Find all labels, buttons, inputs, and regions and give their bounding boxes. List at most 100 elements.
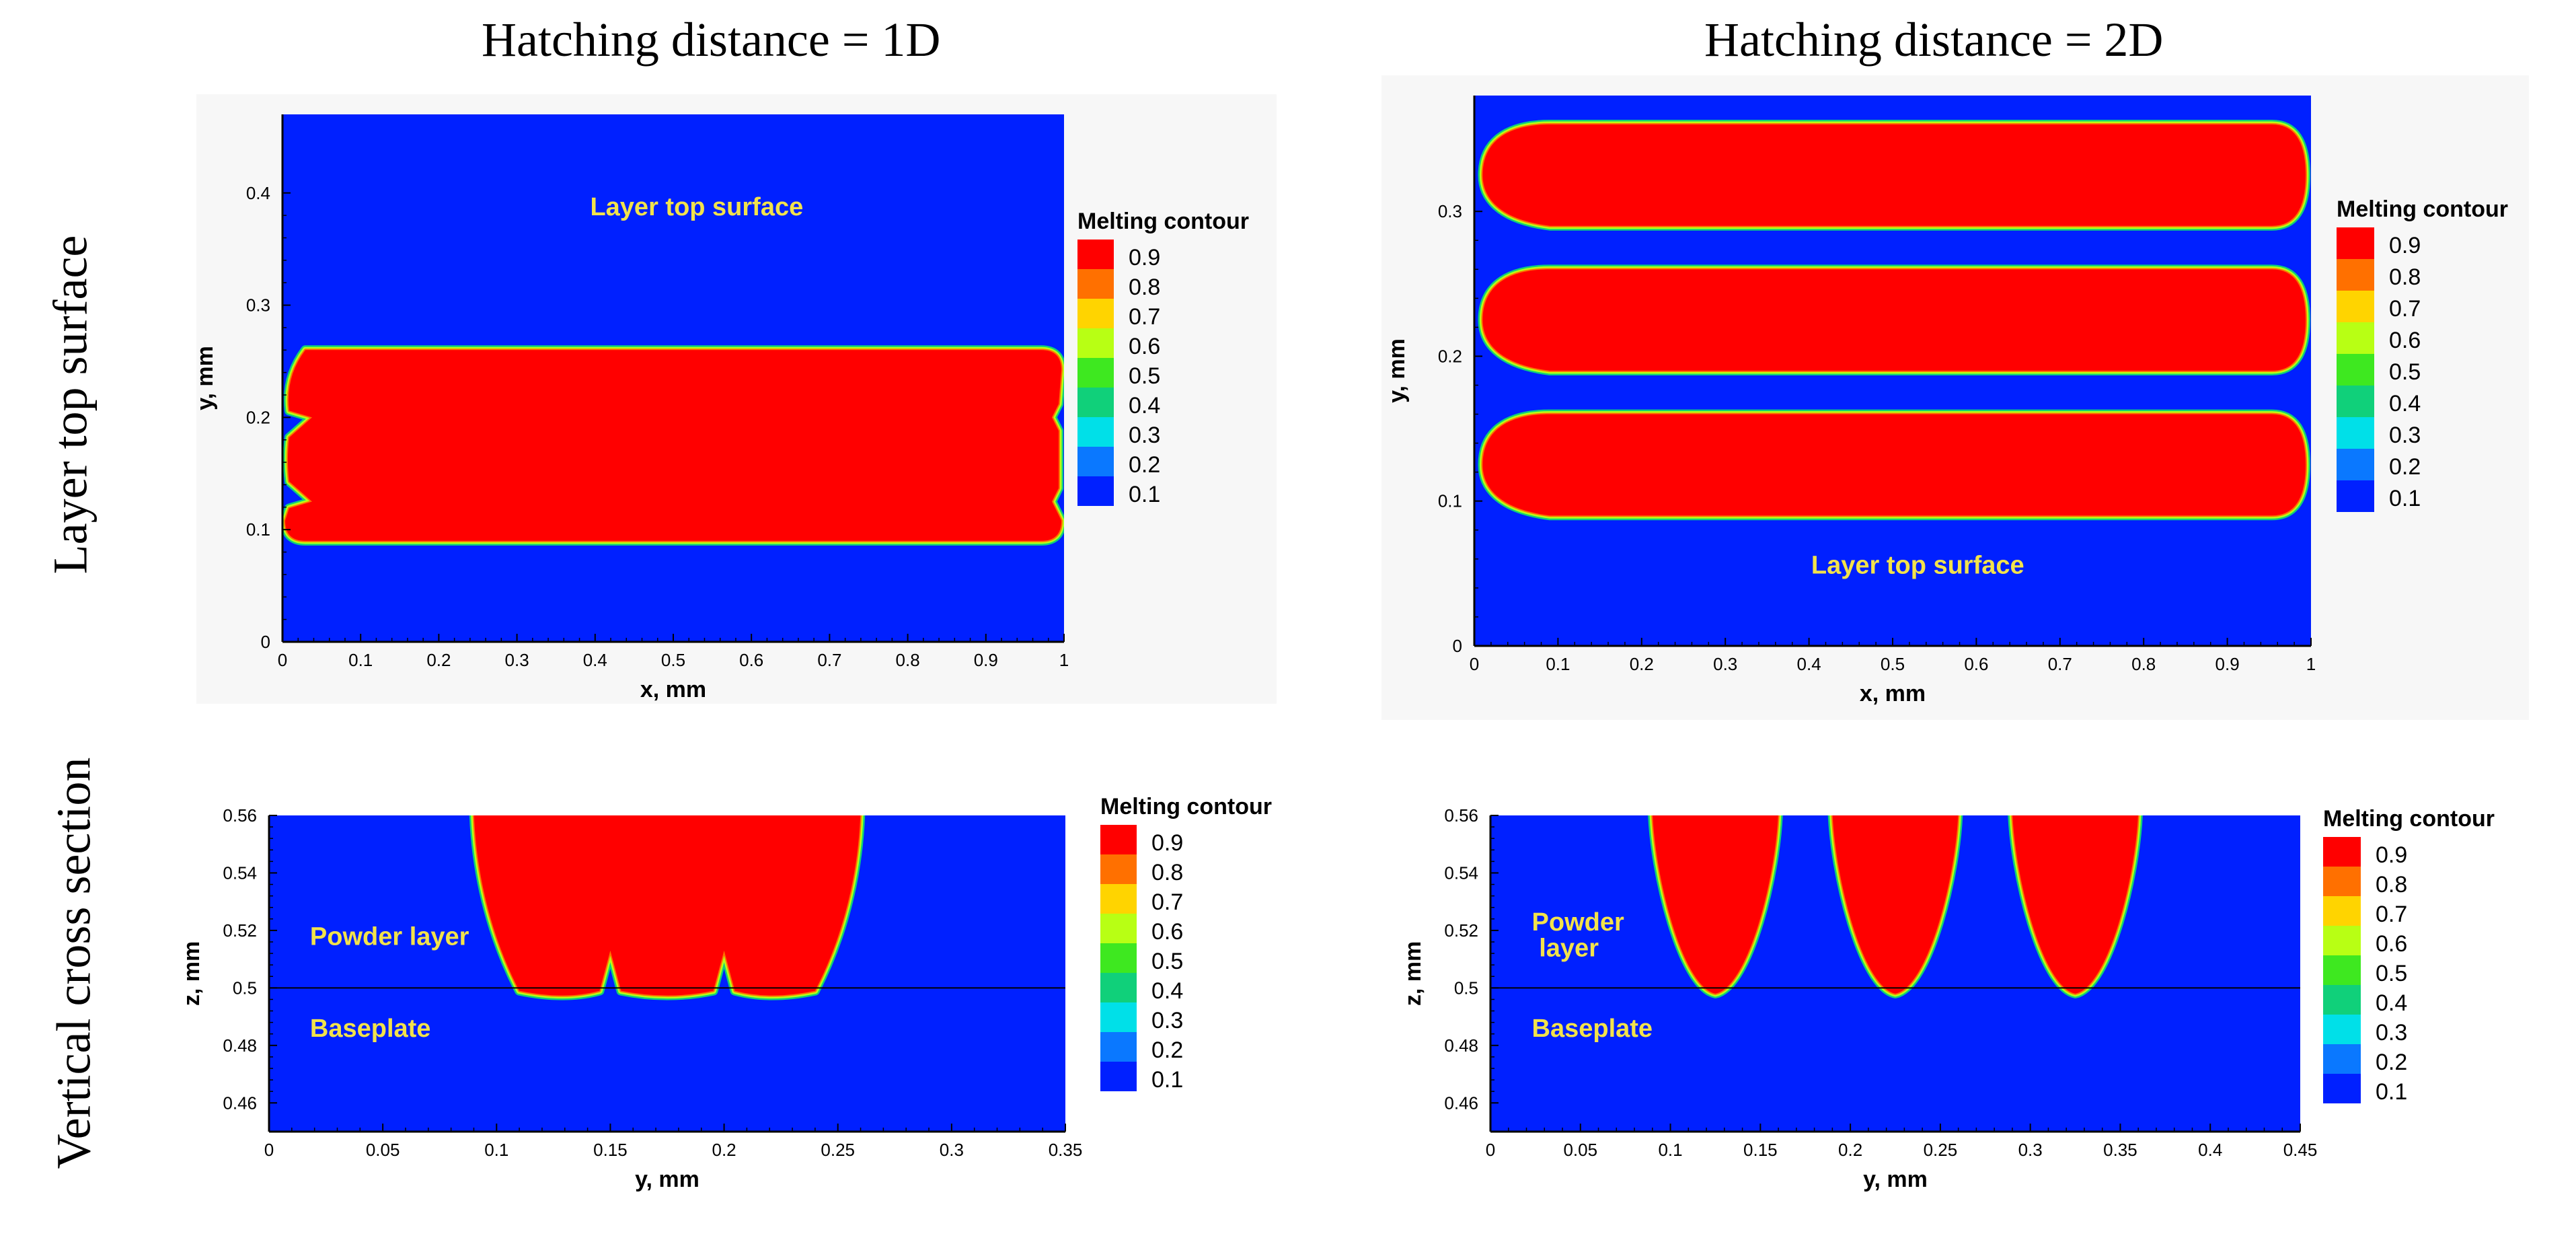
annotation-label: Baseplate [1532, 1015, 1653, 1043]
x-tick-label: 0.5 [1881, 654, 1905, 674]
panel-top-left: 0 0.1 0.2 0.3 0.4 0.5 0.6 0.7 0.8 0.9 1 0 0.1 0.2 0.3 0… [192, 94, 1277, 704]
y-tick-label: 0.46 [223, 1093, 257, 1113]
y-tick-label: 0.1 [1438, 491, 1462, 511]
annotation-label: Powder [1532, 908, 1624, 937]
legend-swatch [2337, 227, 2374, 259]
x-tick-label: 0 [264, 1140, 274, 1160]
legend-level-label: 0.3 [2376, 1020, 2407, 1046]
legend-swatch [2323, 867, 2361, 896]
annotation-layer-top-surface: Layer top surface [1811, 551, 2024, 579]
x-tick-label: 1 [1059, 650, 1069, 670]
x-tick-label: 0.25 [821, 1140, 855, 1160]
melt-pool-1 [1653, 815, 1778, 994]
legend-swatch [1100, 973, 1137, 1002]
x-tick-label: 0.6 [739, 650, 763, 670]
x-tick-label: 0.15 [1743, 1140, 1778, 1160]
chart-top-right: 0 0.1 0.2 0.3 0.4 0.5 0.6 0.7 0.8 0.9 1 0 0.1 0.2 0.3 x… [1384, 96, 2508, 706]
y-tick-label: 0.56 [223, 805, 257, 826]
y-tick-label: 0.48 [223, 1035, 257, 1056]
legend-swatch [1100, 1062, 1137, 1091]
legend-swatch [2337, 449, 2374, 480]
legend-level-label: 0.5 [2376, 961, 2407, 986]
legend-swatch [2323, 1074, 2361, 1103]
legend-title: Melting contour [1077, 209, 1249, 234]
legend-swatch [2337, 480, 2374, 512]
legend-swatch [1100, 1002, 1137, 1032]
legend-title: Melting contour [2323, 806, 2495, 832]
legend-level-label: 0.5 [1151, 949, 1183, 974]
x-tick-label: 0.3 [1713, 654, 1737, 674]
x-tick-label: 0 [278, 650, 287, 670]
x-tick-label: 0.2 [426, 650, 451, 670]
legend-swatch [2323, 1044, 2361, 1074]
chart-top-left: 0 0.1 0.2 0.3 0.4 0.5 0.6 0.7 0.8 0.9 1 0 0.1 0.2 0.3 0… [192, 114, 1249, 702]
y-tick-label: 0.2 [1438, 346, 1462, 366]
legend-level-label: 0.3 [1151, 1008, 1183, 1033]
legend-level-label: 0.4 [1129, 393, 1160, 418]
x-tick-label: 0.4 [2198, 1140, 2222, 1160]
x-tick-label: 0.1 [348, 650, 373, 670]
x-tick-label: 0.3 [2018, 1140, 2043, 1160]
x-tick-label: 0 [1470, 654, 1479, 674]
legend-level-label: 0.8 [2389, 264, 2421, 290]
x-tick-label: 0.05 [366, 1140, 400, 1160]
melt-pool-2 [1832, 815, 1959, 994]
melt-region [1478, 120, 2310, 521]
x-tick-label: 0.15 [593, 1140, 628, 1160]
y-tick-label: 0 [1453, 636, 1462, 656]
x-tick-label: 0.35 [1049, 1140, 1083, 1160]
melt-pool-3 [2012, 815, 2138, 994]
legend-level-label: 0.7 [2376, 902, 2407, 927]
x-tick-label: 0.2 [1630, 654, 1654, 674]
legend-level-label: 0.1 [2389, 486, 2421, 511]
y-axis-label: y, mm [192, 346, 218, 410]
legend-level-label: 0.2 [1151, 1037, 1183, 1063]
melt-region [469, 815, 866, 1000]
y-tick-label: 0.46 [1444, 1093, 1478, 1113]
chart-bottom-left: 0 0.05 0.1 0.15 0.2 0.25 0.3 0.35 0.46 0.48 0.5 0.5… [179, 794, 1272, 1192]
y-tick-label: 0.56 [1444, 805, 1478, 826]
legend-swatch [1077, 476, 1114, 506]
y-axis-label: y, mm [1384, 338, 1410, 403]
x-tick-label: 1 [2306, 654, 2316, 674]
x-axis-label: x, mm [640, 677, 706, 702]
legend-swatch [1100, 914, 1137, 943]
legend-swatch [2323, 955, 2361, 985]
legend-level-label: 0.7 [1129, 304, 1160, 330]
x-axis-label: y, mm [635, 1167, 699, 1192]
legend-swatch [2337, 386, 2374, 417]
chart-bottom-right: 0 0.05 0.1 0.15 0.2 0.25 0.3 0.35 0.4 0.45 0.46 0.4… [1400, 805, 2495, 1192]
y-tick-label: 0.54 [223, 863, 257, 883]
legend-level-label: 0.2 [2376, 1050, 2407, 1075]
x-tick-label: 0.2 [1838, 1140, 1862, 1160]
legend-level-label: 0.5 [2389, 359, 2421, 385]
legend-level-label: 0.7 [2389, 296, 2421, 322]
legend-level-label: 0.8 [1129, 275, 1160, 300]
legend-level-label: 0.6 [1151, 919, 1183, 945]
y-tick-label: 0.48 [1444, 1035, 1478, 1056]
melted-track-3 [1482, 124, 2306, 226]
y-tick-label: 0.3 [1438, 201, 1462, 221]
annotation-label: Powder layer [310, 922, 469, 951]
legend-swatch [1077, 328, 1114, 358]
legend-swatch [2337, 259, 2374, 291]
legend-level-label: 0.1 [1151, 1067, 1183, 1093]
legend-swatch [1077, 417, 1114, 447]
legend-level-label: 0.3 [2389, 423, 2421, 448]
legend-level-label: 0.4 [2389, 391, 2421, 416]
legend-swatch [1100, 854, 1137, 884]
legend-swatch [2323, 1015, 2361, 1044]
legend-swatch [1100, 884, 1137, 914]
x-axis-label: y, mm [1863, 1167, 1928, 1192]
legend-level-label: 0.7 [1151, 889, 1183, 915]
legend-swatch [1077, 299, 1114, 328]
legend-level-label: 0.9 [2389, 233, 2421, 258]
legend-level-label: 0.8 [1151, 860, 1183, 885]
y-tick-label: 0.5 [233, 978, 257, 998]
y-axis-label: z, mm [179, 941, 204, 1006]
melted-track-1 [1482, 414, 2306, 516]
panel-bottom-right: 0 0.05 0.1 0.15 0.2 0.25 0.3 0.35 0.4 0.45 0.46 0.4… [1390, 787, 2560, 1224]
x-tick-label: 0.4 [583, 650, 607, 670]
x-tick-label: 0.8 [2131, 654, 2156, 674]
legend-level-label: 0.1 [1129, 482, 1160, 507]
